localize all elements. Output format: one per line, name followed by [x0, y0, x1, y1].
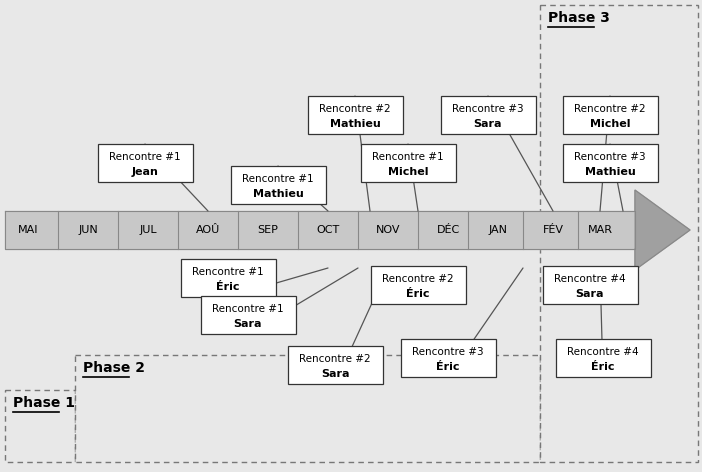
Bar [555, 339, 651, 377]
Text: Mathieu: Mathieu [330, 119, 380, 129]
Text: Phase 1: Phase 1 [13, 396, 75, 410]
Text: Rencontre #3: Rencontre #3 [412, 347, 484, 357]
Text: Mathieu: Mathieu [585, 167, 635, 177]
Text: Phase 2: Phase 2 [83, 361, 145, 375]
Bar [307, 96, 402, 134]
Text: Rencontre #1: Rencontre #1 [110, 152, 181, 162]
Text: Sara: Sara [474, 119, 502, 129]
Bar [180, 259, 275, 297]
Text: Sara: Sara [234, 319, 263, 329]
Bar [5, 390, 75, 462]
Text: Phase 3: Phase 3 [548, 11, 610, 25]
Text: Rencontre #4: Rencontre #4 [567, 347, 639, 357]
Text: Michel: Michel [590, 119, 630, 129]
Text: Rencontre #1: Rencontre #1 [212, 304, 284, 314]
Bar [98, 144, 192, 182]
Bar [230, 166, 326, 204]
Text: Rencontre #1: Rencontre #1 [372, 152, 444, 162]
Text: Rencontre #4: Rencontre #4 [554, 274, 625, 284]
Bar [562, 96, 658, 134]
Text: Éric: Éric [436, 362, 460, 372]
Text: Michel: Michel [388, 167, 428, 177]
Text: Rencontre #1: Rencontre #1 [192, 267, 264, 277]
Text: Sara: Sara [321, 369, 350, 379]
Text: Éric: Éric [216, 282, 240, 292]
Bar [562, 144, 658, 182]
Bar [361, 144, 456, 182]
Text: Sara: Sara [576, 289, 604, 299]
Text: Mathieu: Mathieu [253, 189, 303, 199]
Text: Rencontre #3: Rencontre #3 [452, 104, 524, 114]
Text: DÉC: DÉC [437, 225, 460, 235]
Text: MAI: MAI [18, 225, 38, 235]
Text: JUN: JUN [78, 225, 98, 235]
Text: Rencontre #2: Rencontre #2 [319, 104, 391, 114]
Text: Éric: Éric [406, 289, 430, 299]
Text: OCT: OCT [317, 225, 340, 235]
Bar [540, 5, 698, 462]
Text: Rencontre #3: Rencontre #3 [574, 152, 646, 162]
Bar [288, 346, 383, 384]
Text: Rencontre #2: Rencontre #2 [574, 104, 646, 114]
Text: JAN: JAN [489, 225, 508, 235]
Text: Rencontre #2: Rencontre #2 [299, 354, 371, 364]
Bar [543, 266, 637, 304]
Text: SEP: SEP [258, 225, 279, 235]
Bar [401, 339, 496, 377]
Text: FÉV: FÉV [543, 225, 564, 235]
Text: Rencontre #2: Rencontre #2 [382, 274, 453, 284]
Bar [201, 296, 296, 334]
Text: MAR: MAR [588, 225, 613, 235]
Text: Éric: Éric [591, 362, 615, 372]
Text: JUL: JUL [139, 225, 157, 235]
Polygon shape [5, 211, 635, 249]
Bar [440, 96, 536, 134]
Text: Rencontre #1: Rencontre #1 [242, 174, 314, 184]
Polygon shape [635, 190, 690, 270]
Text: AOÛ: AOÛ [196, 225, 220, 235]
Bar [371, 266, 465, 304]
Text: NOV: NOV [376, 225, 400, 235]
Bar [75, 355, 540, 462]
Text: Jean: Jean [131, 167, 159, 177]
